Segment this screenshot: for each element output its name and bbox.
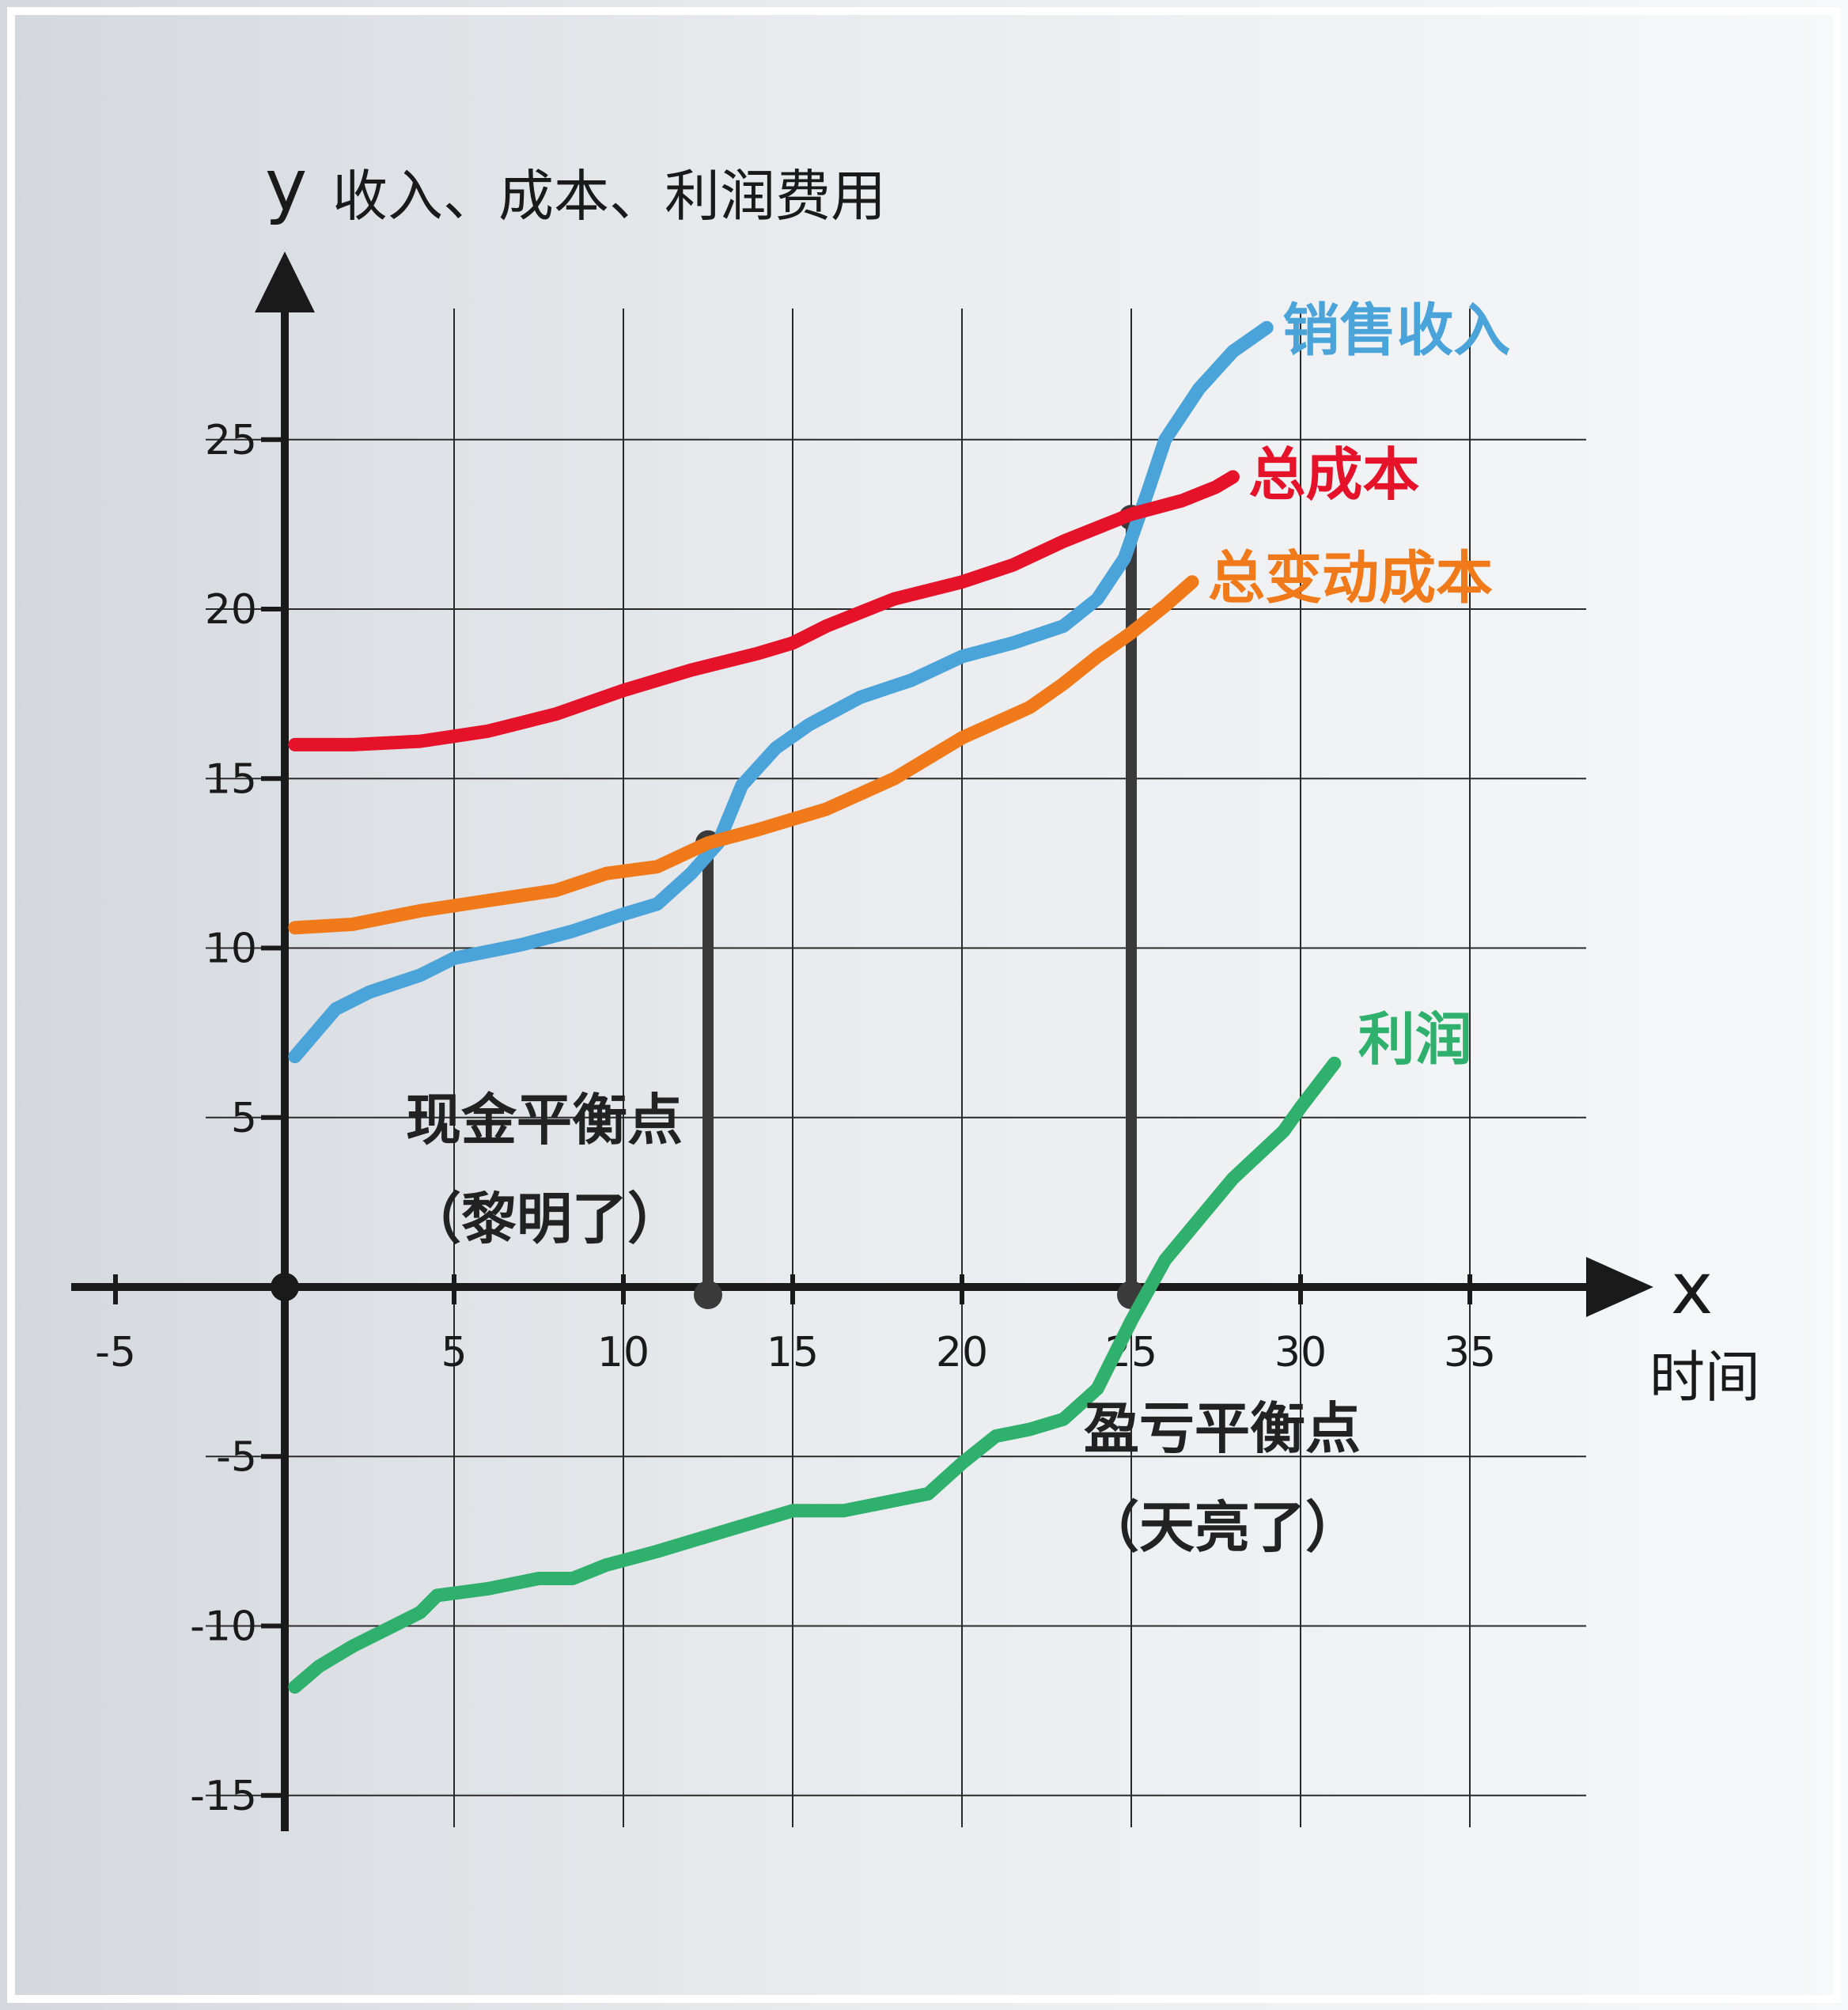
annotation-1-line-1: （天亮了） [1084,1495,1361,1560]
annotation-0-line-0: 现金平衡点 [406,1088,683,1153]
y-tick--5: -5 [216,1433,257,1481]
origin-dot [271,1273,299,1301]
x-tick-20: 20 [936,1329,988,1376]
series-label-1: 总成本 [1248,441,1419,508]
x-tick-15: 15 [767,1329,819,1376]
x-axis-letter: x [1671,1247,1713,1331]
axes: y 收入、成本、利润费用 x 时间 [71,144,1760,1831]
y-tick--10: -10 [190,1603,257,1651]
x-tick-5: 5 [441,1329,467,1376]
y-axis-arrow [255,252,315,312]
y-tick-25: 25 [205,417,257,464]
y-tick-15: 15 [205,755,257,803]
series-lines [288,320,1342,1694]
x-tick-35: 35 [1444,1329,1496,1376]
series-line-1 [288,470,1240,751]
y-tick-10: 10 [205,926,257,973]
x-tick-10: 10 [597,1329,649,1376]
x-tick-30: 30 [1274,1329,1327,1376]
x-axis-label: 时间 [1649,1345,1760,1410]
y-axis-label: 收入、成本、利润费用 [332,164,886,229]
series-label-3: 利润 [1358,1006,1472,1073]
chart-border [7,7,1841,2003]
series-line-2 [288,575,1199,935]
x-axis-arrow [1586,1257,1653,1317]
series-label-2: 总变动成本 [1208,545,1493,611]
annotation-labels: 现金平衡点 （黎明了） 盈亏平衡点 （天亮了） [406,1088,1361,1560]
annotation-0-line-1: （黎明了） [406,1187,683,1251]
series-label-0: 销售收入 [1282,297,1510,363]
series-line-0 [288,320,1274,1064]
break-even-guides [694,505,1146,1309]
y-tick-20: 20 [205,586,257,634]
annotation-1-line-0: 盈亏平衡点 [1084,1396,1361,1461]
guide-foot-dot-0 [694,1281,722,1309]
y-tick-5: 5 [231,1095,257,1142]
y-tick--15: -15 [190,1773,257,1820]
x-tick--5: -5 [95,1329,136,1376]
series-line-3 [288,1056,1342,1694]
y-axis-letter: y [265,144,307,227]
